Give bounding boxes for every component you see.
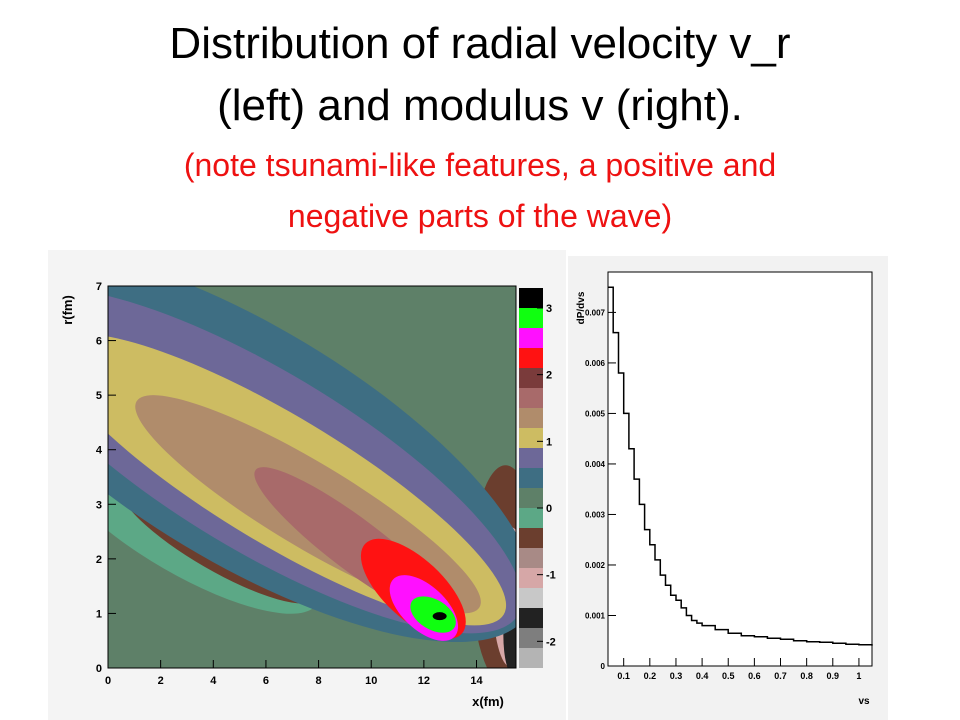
left-y-tick-label: 5 (96, 390, 102, 402)
right-x-tick-label: 0.2 (644, 671, 657, 681)
colorbar-level (519, 408, 543, 428)
colorbar-level (519, 548, 543, 568)
left-y-tick-label: 3 (96, 499, 102, 511)
right-x-tick-label: 0.7 (774, 671, 787, 681)
right-x-tick-label: 0.9 (827, 671, 840, 681)
left-y-tick-label: 2 (96, 554, 102, 566)
left-x-tick-label: 14 (470, 675, 483, 687)
colorbar-tick-label: 1 (546, 436, 552, 448)
right-y-tick-label: 0.005 (585, 409, 606, 418)
colorbar-level (519, 328, 543, 348)
colorbar-level (519, 348, 543, 368)
right-x-tick-label: 0.8 (800, 671, 813, 681)
slide-title-line-2: (left) and modulus v (right). (217, 81, 743, 130)
left-y-tick-label: 6 (96, 336, 102, 348)
left-y-tick-label: 7 (96, 281, 102, 293)
right-x-tick-label: 0.5 (722, 671, 735, 681)
right-y-tick-label: 0.002 (585, 561, 606, 570)
left-y-tick-label: 0 (96, 663, 102, 675)
colorbar-level (519, 488, 543, 508)
velocity-modulus-histogram: 0.1 0.2 0.3 0.4 0.5 0.6 0.7 0.8 0.9 1 0 0.001 0.002 0… (568, 256, 888, 720)
colorbar-level (519, 588, 543, 608)
right-y-tick-label: 0.006 (585, 359, 606, 368)
left-x-tick-label: 12 (418, 675, 430, 687)
right-x-axis-label: vs (858, 696, 870, 707)
slide-subtitle-line-1: (note tsunami-like features, a positive … (183, 147, 777, 183)
left-x-axis-label: x(fm) (472, 694, 504, 709)
colorbar-level (519, 428, 543, 448)
left-x-tick-label: 10 (365, 675, 377, 687)
right-x-tick-label: 0.3 (670, 671, 683, 681)
left-y-tick-label: 1 (96, 608, 102, 620)
colorbar-level (519, 288, 543, 308)
colorbar-level (519, 468, 543, 488)
right-y-tick-label: 0.004 (585, 460, 606, 469)
histogram-series-line (608, 286, 873, 646)
colorbar-level (519, 528, 543, 548)
left-x-tick-label: 2 (158, 675, 164, 687)
colorbar-level (519, 388, 543, 408)
left-x-tick-label: 4 (210, 675, 217, 687)
colorbar-tick-label: 0 (546, 503, 552, 515)
right-y-tick-label: 0.007 (585, 308, 606, 317)
right-plot-frame (607, 271, 873, 667)
colorbar-level (519, 648, 543, 668)
right-x-tick-label: 0.4 (696, 671, 709, 681)
right-y-axis-label: dP/dvs (576, 291, 587, 324)
colorbar-tick-label: 3 (546, 303, 552, 315)
left-plot-frame (107, 285, 517, 669)
right-axes: 0.1 0.2 0.3 0.4 0.5 0.6 0.7 0.8 0.9 1 0 0.001 0.002 0… (585, 308, 861, 681)
colorbar-level (519, 508, 543, 528)
right-x-tick-label: 0.1 (617, 671, 630, 681)
slide-title-line-1: Distribution of radial velocity v_r (169, 19, 791, 68)
colorbar-level (519, 628, 543, 648)
left-y-tick-label: 4 (96, 445, 103, 457)
left-x-tick-label: 6 (263, 675, 269, 687)
left-x-tick-label: 0 (105, 675, 111, 687)
colorbar-level (519, 608, 543, 628)
colorbar-level (519, 448, 543, 468)
left-y-axis-label: r(fm) (60, 295, 75, 325)
colorbar-tick-label: 2 (546, 370, 552, 382)
colorbar-level (519, 368, 543, 388)
colorbar-tick-label: -1 (546, 570, 556, 582)
slide-subtitle-line-2: negative parts of the wave) (287, 198, 673, 234)
heatmap-contours (108, 286, 516, 668)
right-y-tick-label: 0 (601, 662, 606, 671)
positive-wave-contour-8 (410, 596, 456, 633)
right-x-tick-label: 1 (856, 671, 861, 681)
colorbar-tick-label: -2 (546, 636, 556, 648)
colorbar: -2 -1 0 1 2 3 (519, 288, 556, 668)
right-y-tick-label: 0.003 (585, 510, 606, 519)
left-x-tick-label: 8 (316, 675, 322, 687)
colorbar-level (519, 568, 543, 588)
colorbar-level (519, 308, 543, 328)
right-x-tick-label: 0.6 (748, 671, 761, 681)
right-y-tick-label: 0.001 (585, 611, 606, 620)
positive-wave-contour-9 (432, 612, 447, 621)
